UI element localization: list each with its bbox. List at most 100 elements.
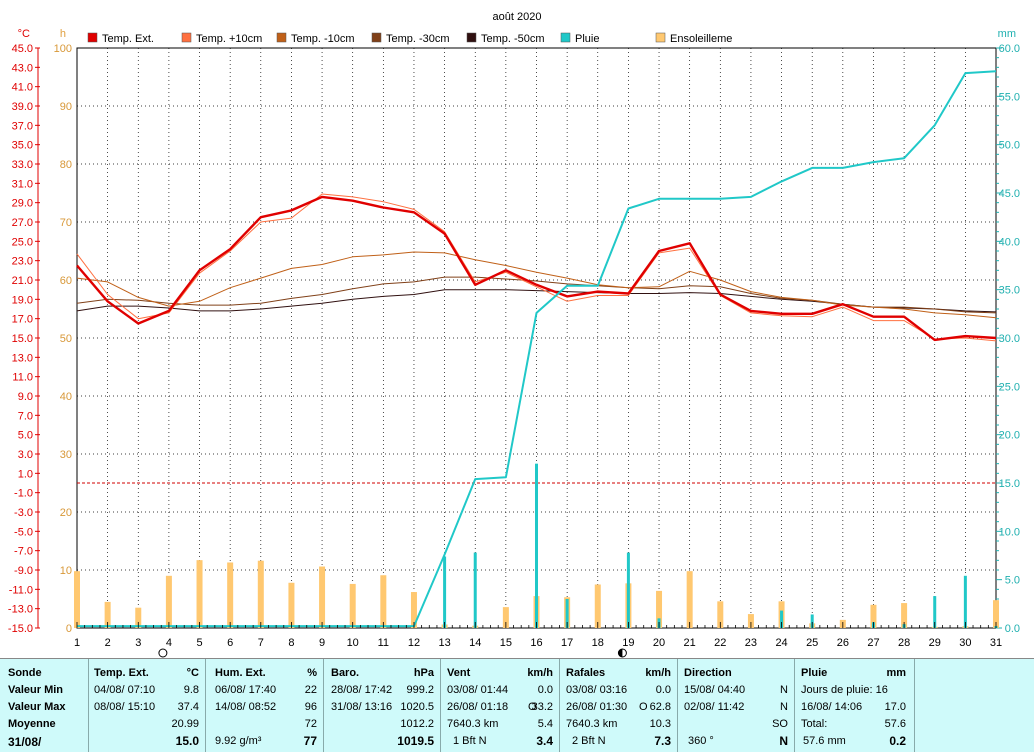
legend-swatch bbox=[655, 32, 666, 43]
temp-min: 9.8 bbox=[183, 684, 199, 696]
legend-label: Temp. -30cm bbox=[386, 33, 450, 45]
direction-degrees: 360 ° bbox=[688, 735, 714, 747]
legend-swatch bbox=[371, 32, 382, 43]
hum-avg: 72 bbox=[304, 718, 317, 730]
direction-min: N bbox=[780, 684, 788, 696]
daily-rain-bar bbox=[963, 575, 967, 628]
chart-title: août 2020 bbox=[493, 11, 542, 23]
hum-header: Hum. Ext. bbox=[215, 667, 266, 679]
wind-min: 0.0 bbox=[537, 684, 553, 696]
direction-min-date: 15/08/ 04:40 bbox=[684, 684, 746, 696]
day-label: 22 bbox=[714, 637, 726, 649]
rain-header: Pluie bbox=[801, 667, 828, 679]
baro-unit: hPa bbox=[413, 667, 434, 679]
rain-unit: mm bbox=[886, 667, 906, 679]
new-moon-icon bbox=[158, 648, 168, 658]
direction-header: Direction bbox=[684, 667, 732, 679]
wind-column: Vent km/h 03/08/ 01:44 0.0 26/08/ 01:18 … bbox=[441, 659, 560, 752]
temp-tick-label: -3.0 bbox=[14, 507, 33, 519]
sunshine-bar bbox=[686, 571, 693, 628]
temp-tick-label: 17.0 bbox=[12, 314, 33, 326]
gusts-beaufort: 2 Bft N bbox=[572, 735, 606, 747]
temp-tick-label: 43.0 bbox=[12, 62, 33, 74]
day-label: 4 bbox=[166, 637, 172, 649]
temp-tick-label: -7.0 bbox=[14, 546, 33, 558]
day-label: 11 bbox=[378, 637, 389, 649]
series-line-temp-10cm bbox=[76, 193, 997, 342]
hours-tick-label: 20 bbox=[60, 507, 72, 519]
legend-label: Ensoleilleme bbox=[670, 33, 732, 45]
gusts-avg: 10.3 bbox=[649, 718, 671, 730]
temp-tick-label: 15.0 bbox=[12, 333, 33, 345]
rain-tick-label: 25.0 bbox=[999, 381, 1020, 393]
temp-tick-label: -1.0 bbox=[14, 488, 33, 500]
legend-label: Temp. -10cm bbox=[291, 33, 355, 45]
gusts-column: Rafales km/h 03/08/ 03:16 0.0 26/08/ 01:… bbox=[560, 659, 678, 752]
legend-swatch bbox=[276, 32, 287, 43]
temp-tick-label: -13.0 bbox=[8, 604, 33, 616]
temp-tick-label: 35.0 bbox=[12, 140, 33, 152]
baro-column: Baro. hPa 28/08/ 17:42 999.2 31/08/ 13:1… bbox=[324, 659, 441, 752]
direction-max-date: 02/08/ 11:42 bbox=[684, 701, 745, 713]
temp-unit: °C bbox=[186, 667, 199, 679]
temp-header: Temp. Ext. bbox=[94, 667, 149, 679]
weather-chart: août 2020 °C h mm Temp. Ext. Temp. +10cm T… bbox=[8, 11, 1020, 658]
wind-min-date: 03/08/ 01:44 bbox=[447, 684, 509, 696]
humidity-column: Hum. Ext. % 06/08/ 17:40 22 14/08/ 08:52… bbox=[206, 659, 324, 752]
sunshine-bar bbox=[104, 601, 111, 628]
summary-panel: Sonde Valeur Min Valeur Max Moyenne 31/0… bbox=[0, 658, 1034, 752]
hours-tick-label: 80 bbox=[60, 159, 72, 171]
temp-avg: 20.99 bbox=[171, 718, 199, 730]
hum-min: 22 bbox=[304, 684, 317, 696]
gusts-unit: km/h bbox=[645, 667, 671, 679]
hours-tick-label: 100 bbox=[54, 43, 72, 55]
sunshine-bar bbox=[288, 582, 295, 628]
hours-tick-label: 70 bbox=[60, 217, 72, 229]
rain-max-date: 16/08/ 14:06 bbox=[801, 701, 863, 713]
hum-max: 96 bbox=[304, 701, 317, 713]
temp-max: 37.4 bbox=[177, 701, 199, 713]
day-label: 20 bbox=[653, 637, 665, 649]
day-label: 16 bbox=[530, 637, 542, 649]
temp-tick-label: 7.0 bbox=[18, 410, 33, 422]
day-label: 31 bbox=[990, 637, 1002, 649]
temp-tick-label: 25.0 bbox=[12, 236, 33, 248]
baro-min: 999.2 bbox=[406, 684, 434, 696]
series-line-temp-ext- bbox=[76, 195, 997, 342]
gusts-max: 62.8 bbox=[649, 701, 671, 713]
day-label: 30 bbox=[959, 637, 971, 649]
temp-axis-unit: °C bbox=[18, 28, 30, 40]
temp-tick-label: 21.0 bbox=[12, 275, 33, 287]
row-label-min: Valeur Min bbox=[8, 684, 64, 696]
hum-min-date: 06/08/ 17:40 bbox=[215, 684, 277, 696]
sunshine-bar bbox=[227, 562, 234, 628]
rain-total: 57.6 bbox=[884, 718, 906, 730]
gusts-min: 0.0 bbox=[655, 684, 671, 696]
baro-max: 1020.5 bbox=[400, 701, 434, 713]
sunshine-bar bbox=[747, 614, 754, 628]
hours-tick-label: 90 bbox=[60, 101, 72, 113]
temp-tick-label: 11.0 bbox=[12, 372, 33, 384]
rain-tick-label: 60.0 bbox=[999, 43, 1020, 55]
temp-tick-label: -5.0 bbox=[14, 526, 33, 538]
wind-max-date: 26/08/ 01:18 bbox=[447, 701, 509, 713]
temp-tick-label: 19.0 bbox=[12, 294, 33, 306]
rain-tick-label: 40.0 bbox=[999, 236, 1020, 248]
rain-tick-label: 45.0 bbox=[999, 188, 1020, 200]
row-label-avg: Moyenne bbox=[8, 718, 56, 730]
day-label: 21 bbox=[684, 637, 696, 649]
baro-min-date: 28/08/ 17:42 bbox=[331, 684, 393, 696]
sunshine-bar bbox=[901, 603, 908, 628]
temp-current: 15.0 bbox=[175, 734, 199, 748]
rain-tick-label: 10.0 bbox=[999, 526, 1020, 538]
daily-rain-bar bbox=[535, 463, 538, 628]
rain-current: 0.2 bbox=[889, 734, 906, 748]
daily-rain-bar bbox=[810, 614, 814, 628]
daily-rain-bar bbox=[626, 552, 630, 628]
temp-min-date: 04/08/ 07:10 bbox=[94, 684, 156, 696]
rain-tick-label: 15.0 bbox=[999, 478, 1020, 490]
gusts-current: 7.3 bbox=[654, 734, 671, 748]
wind-max-dir: O bbox=[528, 701, 537, 713]
rain-tick-label: 55.0 bbox=[999, 91, 1020, 103]
day-label: 10 bbox=[347, 637, 359, 649]
